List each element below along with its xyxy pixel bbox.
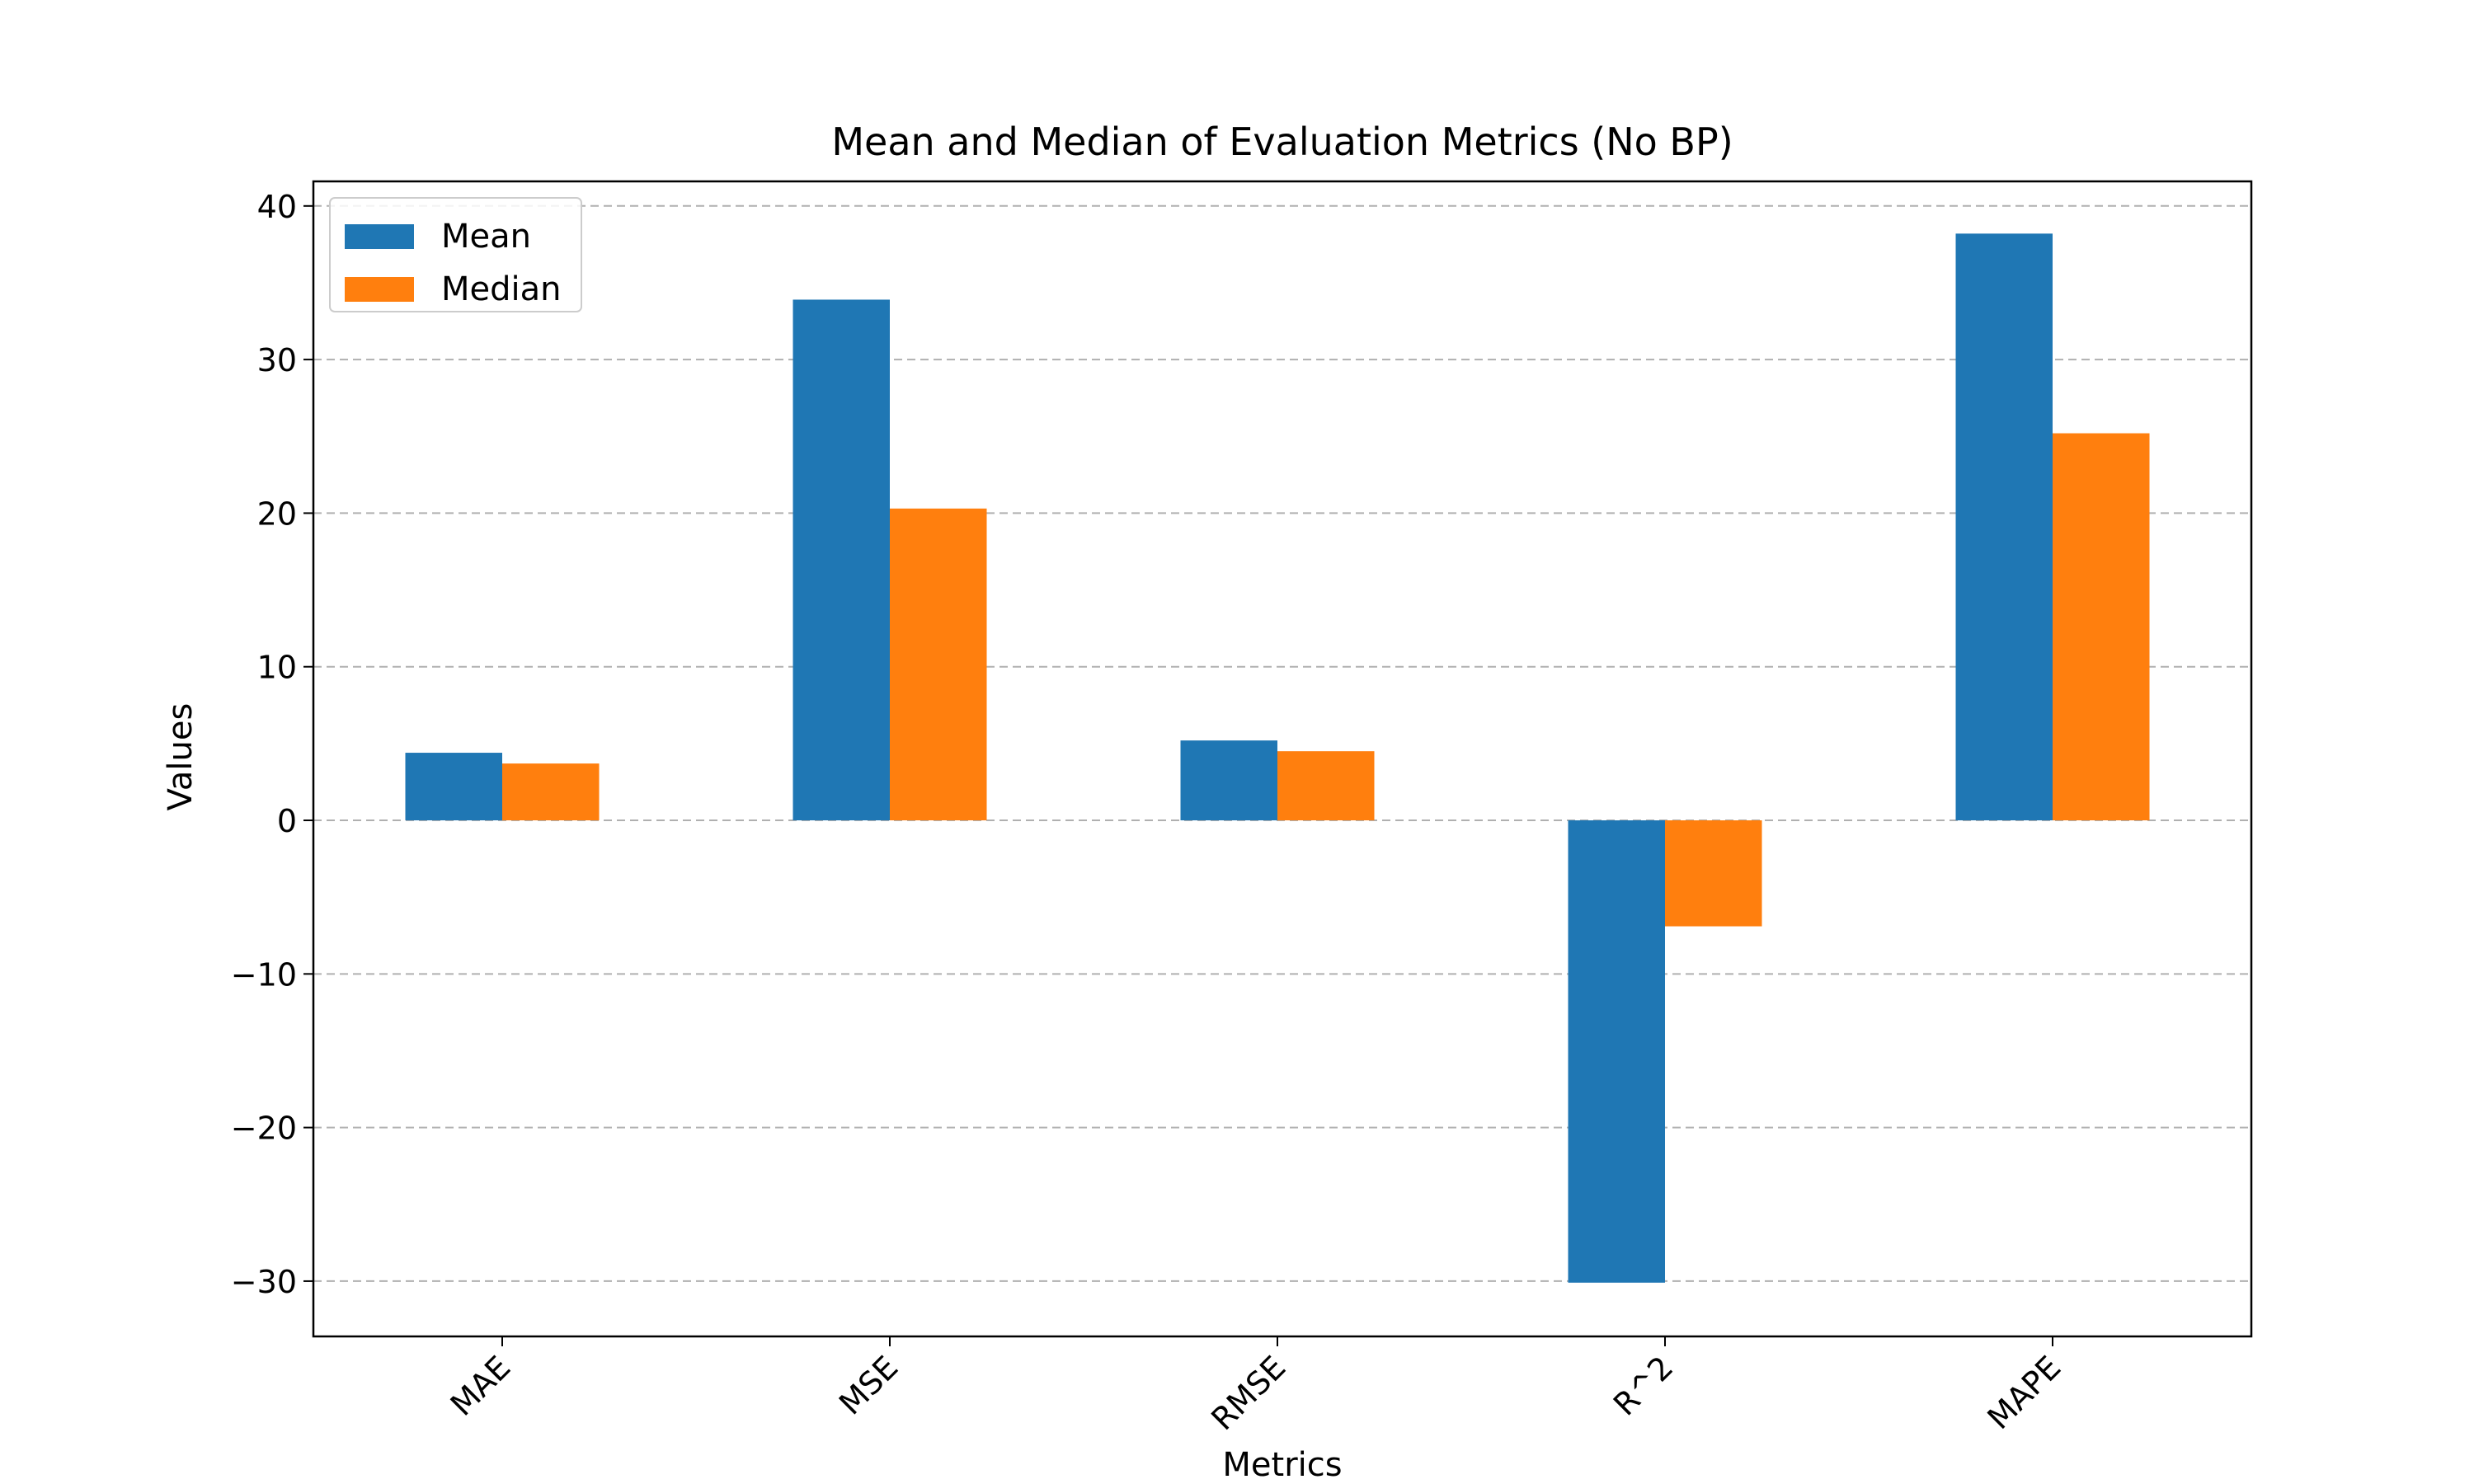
legend-label-median: Median xyxy=(441,270,562,308)
legend: Mean Median xyxy=(329,197,582,312)
x-axis: MAE MSE RMSE R^2 MAPE xyxy=(444,1336,2067,1437)
x-tick-label: MAE xyxy=(444,1349,518,1423)
bar-median-r2 xyxy=(1665,820,1762,927)
bar-mean-mape xyxy=(1955,233,2053,821)
x-tick-label: R^2 xyxy=(1606,1349,1680,1422)
y-tick-label: 0 xyxy=(277,803,297,839)
y-tick-label: 40 xyxy=(257,189,297,225)
y-tick-label: −30 xyxy=(231,1264,297,1300)
bars xyxy=(405,233,2150,1283)
y-axis-label: Values xyxy=(162,703,200,811)
bar-mean-mae xyxy=(405,753,502,821)
bar-mean-rmse xyxy=(1180,740,1277,821)
bar-median-mae xyxy=(502,763,600,821)
grid-lines xyxy=(313,204,2251,1282)
x-axis-label: Metrics xyxy=(1222,1446,1342,1484)
x-tick-label: MAPE xyxy=(1980,1349,2067,1436)
legend-swatch-median xyxy=(345,277,414,302)
y-tick-label: −10 xyxy=(231,956,297,993)
bar-mean-r2 xyxy=(1568,820,1665,1283)
chart-title: Mean and Median of Evaluation Metrics (N… xyxy=(831,120,1733,164)
bar-median-rmse xyxy=(1277,751,1375,821)
y-tick-label: 30 xyxy=(257,342,297,378)
legend-label-mean: Mean xyxy=(441,218,531,256)
y-tick-label: 10 xyxy=(257,650,297,686)
legend-swatch-mean xyxy=(345,224,414,249)
y-tick-label: −20 xyxy=(231,1111,297,1147)
x-tick-label: RMSE xyxy=(1204,1349,1292,1437)
y-tick-label: 20 xyxy=(257,495,297,532)
y-axis: −30 −20 −10 0 10 20 30 40 xyxy=(231,189,313,1300)
bar-median-mse xyxy=(890,508,987,821)
bar-median-mape xyxy=(2053,433,2150,821)
plot-frame xyxy=(312,180,2253,1338)
x-tick-label: MSE xyxy=(832,1349,905,1421)
bar-mean-mse xyxy=(793,299,890,821)
